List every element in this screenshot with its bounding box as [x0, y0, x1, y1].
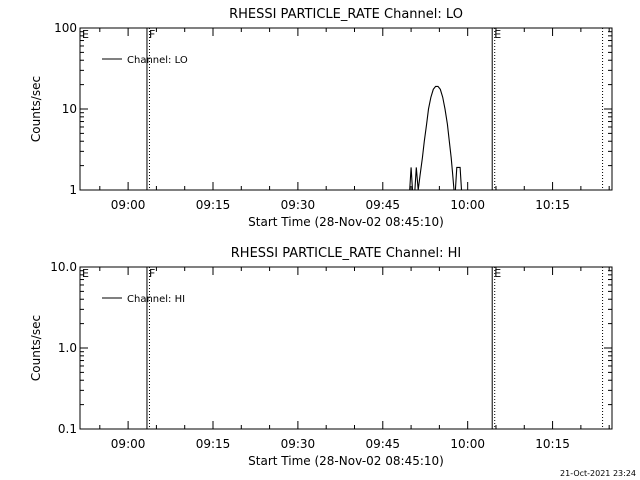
x-tick-label: 09:30: [281, 198, 316, 212]
y-tick-label: 10: [62, 102, 77, 116]
event-marker-label: E: [494, 28, 501, 41]
y-tick-label: 0.1: [58, 422, 77, 436]
chart-title: RHESSI PARTICLE_RATE Channel: LO: [229, 7, 463, 22]
x-tick-label: 09:30: [281, 437, 316, 451]
legend-entry-label: Channel: LO: [127, 55, 188, 66]
x-tick-label: 09:45: [365, 437, 400, 451]
y-tick-label: 100: [54, 21, 77, 35]
x-tick-label: 10:15: [535, 198, 570, 212]
x-tick-label: 09:00: [111, 437, 146, 451]
generated-timestamp: 21-Oct-2021 23:24: [560, 469, 636, 478]
x-tick-label: 10:00: [450, 437, 485, 451]
y-axis-label: Counts/sec: [29, 76, 43, 142]
y-tick-label: 1: [69, 183, 77, 197]
series-line: [409, 85, 463, 191]
event-marker-label: F: [149, 267, 155, 280]
x-tick-label: 10:15: [535, 437, 570, 451]
legend-entry-label: Channel: HI: [127, 294, 185, 305]
x-tick-label: 09:15: [196, 198, 231, 212]
event-marker-label: F: [149, 28, 155, 41]
chart-title: RHESSI PARTICLE_RATE Channel: HI: [231, 246, 461, 261]
event-marker-label: E: [494, 267, 501, 280]
event-marker-label: E: [82, 267, 89, 280]
y-axis-label: Counts/sec: [29, 315, 43, 381]
x-tick-label: 09:00: [111, 198, 146, 212]
x-axis-label: Start Time (28-Nov-02 08:45:10): [248, 215, 444, 229]
event-marker-label: E: [82, 28, 89, 41]
y-tick-label: 10.0: [50, 260, 77, 274]
chart-panel-lo: RHESSI PARTICLE_RATE Channel: LO Start T…: [29, 7, 613, 229]
y-tick-label: 1.0: [58, 341, 77, 355]
x-axis-label: Start Time (28-Nov-02 08:45:10): [248, 454, 444, 468]
x-tick-label: 10:00: [450, 198, 485, 212]
x-tick-label: 09:15: [196, 437, 231, 451]
x-tick-label: 09:45: [365, 198, 400, 212]
chart-panel-hi: RHESSI PARTICLE_RATE Channel: HI Start T…: [29, 246, 613, 468]
